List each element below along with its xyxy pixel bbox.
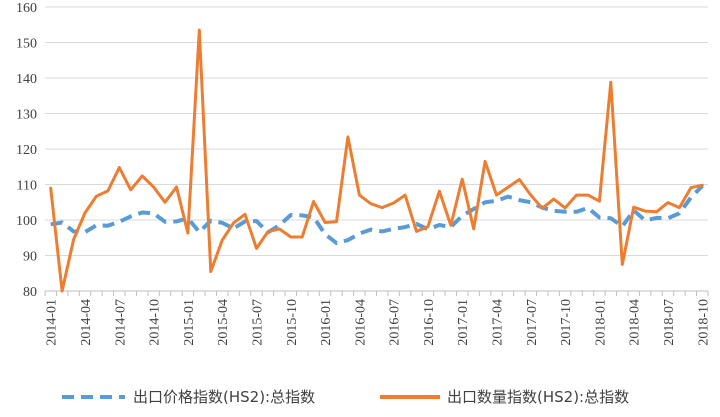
x-tick-label: 2015-01: [182, 299, 197, 346]
x-tick-label: 2017-10: [559, 299, 574, 346]
x-tick-label: 2017-04: [491, 299, 506, 346]
y-tick-label: 150: [16, 37, 37, 52]
x-tick-label: 2016-01: [319, 299, 334, 346]
y-tick-label: 80: [23, 285, 37, 300]
x-tick-label: 2016-10: [422, 299, 437, 346]
x-tick-label: 2015-07: [250, 299, 265, 346]
x-tick-label: 2016-07: [388, 299, 403, 346]
y-tick-label: 160: [16, 1, 37, 16]
x-tick-label: 2015-04: [216, 299, 231, 346]
legend-label-quantity: 出口数量指数(HS2):总指数: [447, 388, 629, 406]
y-tick-label: 120: [16, 143, 37, 158]
x-tick-label: 2018-07: [662, 299, 677, 346]
x-tick-label: 2015-10: [285, 299, 300, 346]
x-axis-ticks: 2014-01 2014-04 2014-07 2014-10 2015-01 2015-…: [44, 291, 711, 346]
gridlines: [45, 6, 708, 256]
x-tick-label: 2017-07: [525, 299, 540, 346]
x-tick-label: 2018-01: [593, 299, 608, 346]
x-tick-label: 2016-04: [353, 299, 368, 346]
y-axis-tick-labels: 80 90 100 110 120 130 140 150 160: [16, 1, 37, 300]
x-tick-label: 2014-01: [45, 299, 60, 346]
y-tick-label: 100: [16, 214, 37, 229]
x-tick-label: 2014-07: [113, 299, 128, 346]
legend: 出口价格指数(HS2):总指数 出口数量指数(HS2):总指数: [62, 388, 629, 406]
series-lines: [49, 28, 704, 293]
y-tick-label: 110: [17, 179, 37, 194]
x-tick-label: 2018-10: [696, 299, 711, 346]
y-tick-label: 130: [16, 108, 37, 123]
x-tick-label: 2018-04: [628, 299, 643, 346]
series-line-price-index: [50, 184, 704, 246]
y-tick-label: 140: [16, 72, 37, 87]
legend-label-price: 出口价格指数(HS2):总指数: [133, 388, 315, 406]
x-tick-label: 2014-04: [79, 299, 94, 346]
x-tick-label: 2014-10: [148, 299, 163, 346]
x-tick-label: 2017-01: [456, 299, 471, 346]
series-line-quantity-index: [49, 28, 704, 293]
y-tick-label: 90: [23, 250, 37, 265]
